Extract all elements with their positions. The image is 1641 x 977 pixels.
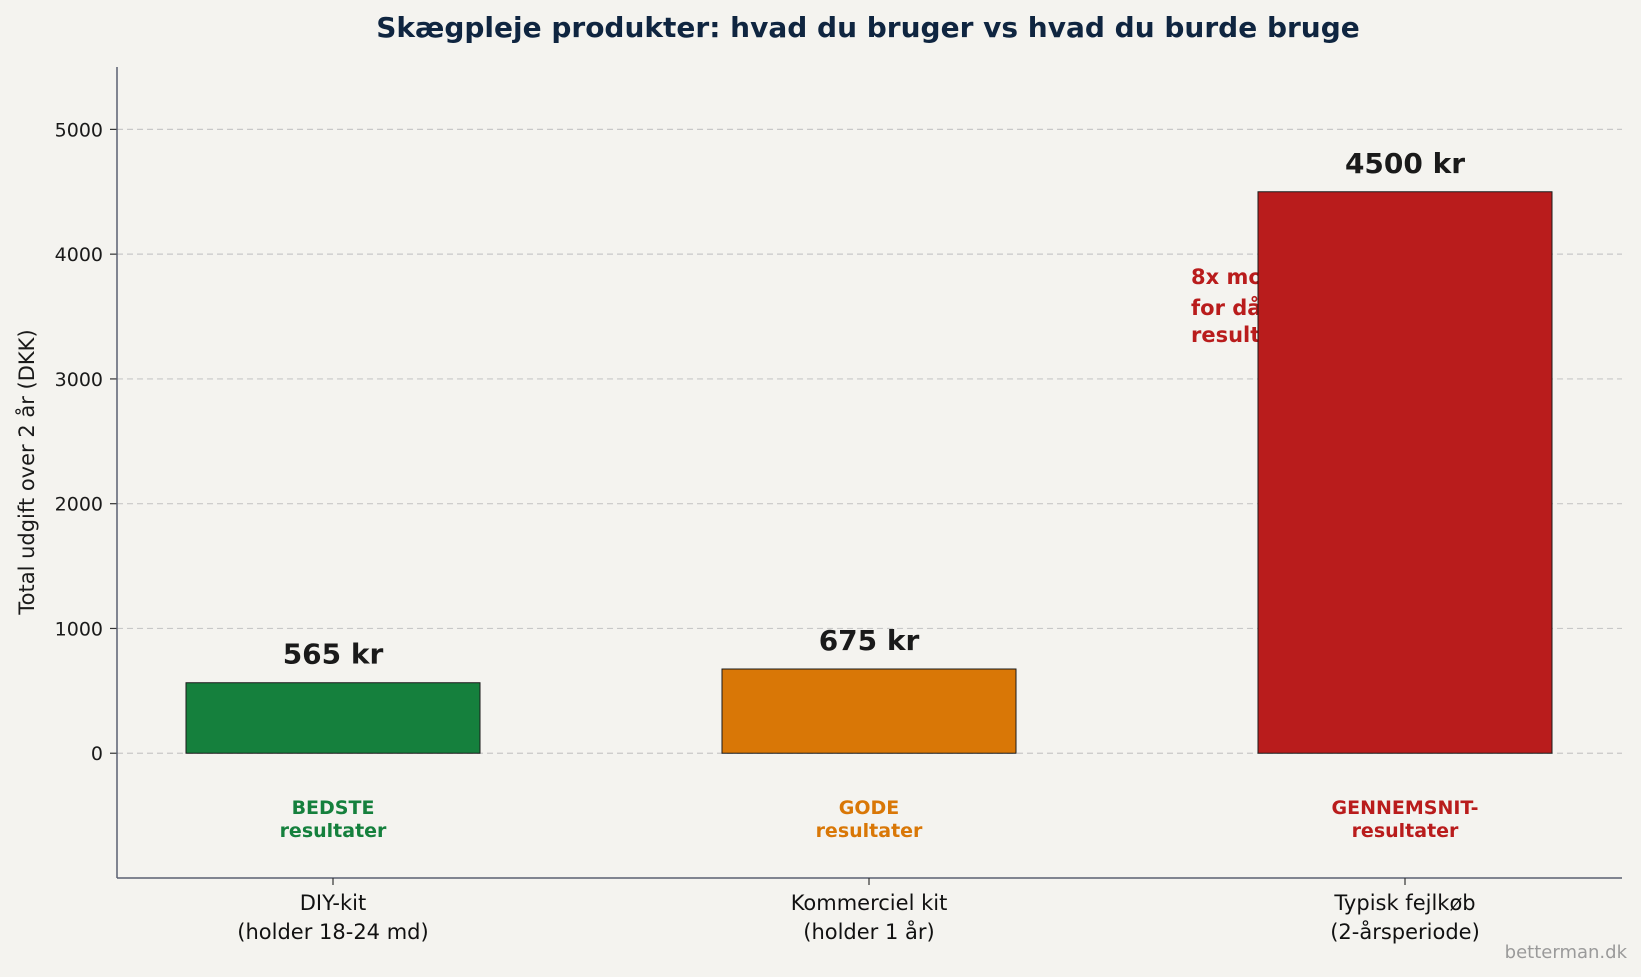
tier-label-line2: resultater	[1352, 820, 1459, 842]
x-tick-label-line2: (holder 1 år)	[803, 919, 934, 944]
annotation-line: 8x mo	[1191, 265, 1263, 289]
x-tick-label-line1: Typisk fejlkøb	[1333, 891, 1475, 915]
y-tick-label: 3000	[55, 369, 103, 391]
value-label: 4500 kr	[1345, 147, 1465, 180]
x-tick-label-line2: (2-årsperiode)	[1330, 919, 1480, 944]
y-tick-label: 0	[91, 743, 103, 765]
tier-label-line1: GENNEMSNIT-	[1332, 797, 1479, 819]
x-tick-label-line1: Kommerciel kit	[791, 891, 948, 915]
annotation-line: result	[1191, 323, 1260, 347]
y-axis-ticks: 0 1000 2000 3000 4000 5000	[55, 119, 117, 765]
value-label: 565 kr	[283, 638, 384, 671]
chart-title: Skægpleje produkter: hvad du bruger vs h…	[376, 11, 1360, 44]
y-tick-label: 1000	[55, 618, 103, 640]
tier-label-line1: BEDSTE	[292, 797, 375, 819]
annotation-line: for då	[1191, 295, 1261, 320]
y-tick-label: 4000	[55, 244, 103, 266]
bar	[721, 668, 1017, 754]
tier-label-line2: resultater	[816, 820, 923, 842]
x-axis-ticks: DIY-kit (holder 18-24 md) Kommerciel kit (h…	[237, 878, 1480, 944]
credit-text: betterman.dk	[1505, 942, 1628, 963]
annotation: 8x mo for då result	[1191, 265, 1263, 347]
tier-label-line2: resultater	[280, 820, 387, 842]
y-axis-label: Total udgift over 2 år (DKK)	[14, 329, 39, 615]
bar	[185, 682, 481, 754]
y-tick-label: 2000	[55, 494, 103, 516]
value-label: 675 kr	[819, 624, 920, 657]
y-tick-label: 5000	[55, 119, 103, 141]
bar	[1257, 191, 1553, 754]
tier-label-line1: GODE	[839, 797, 900, 819]
x-tick-label-line1: DIY-kit	[300, 891, 367, 915]
x-tick-label-line2: (holder 18-24 md)	[237, 920, 428, 944]
